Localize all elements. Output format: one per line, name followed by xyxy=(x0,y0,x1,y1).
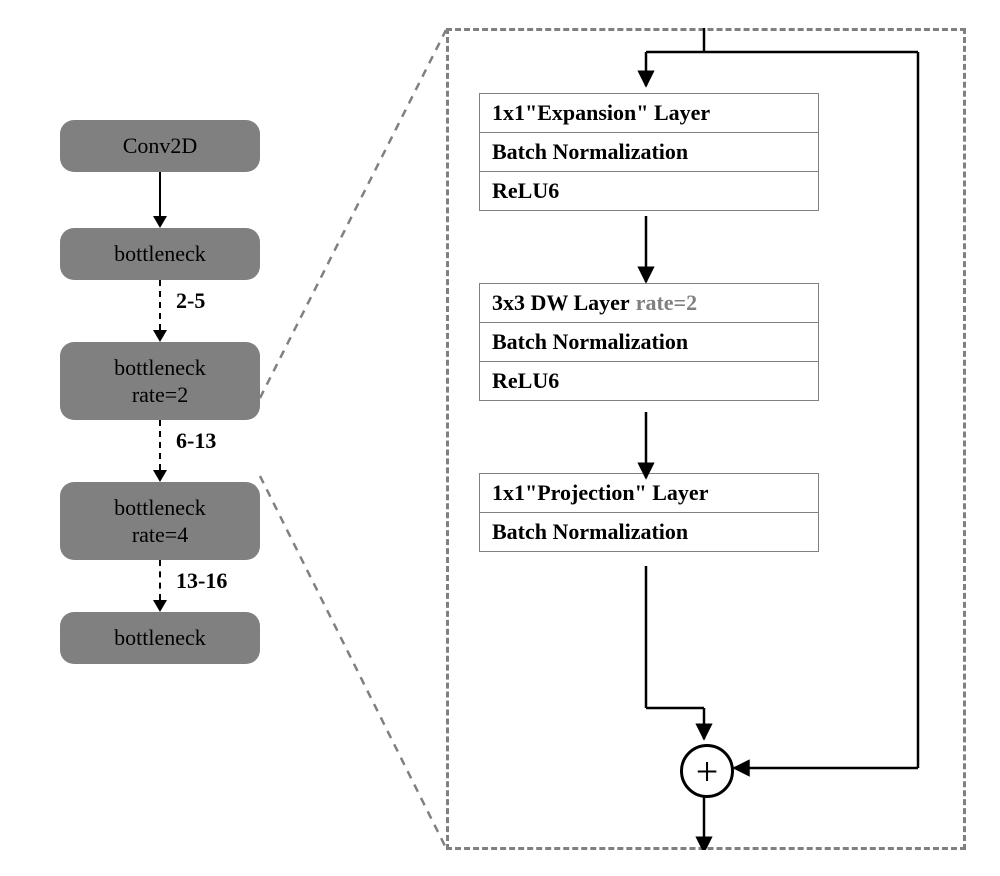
row-projection-text: 1x1"Projection" Layer xyxy=(492,480,708,506)
arrow-1-label: 2-5 xyxy=(176,288,205,314)
add-symbol: + xyxy=(696,748,719,795)
arrow-2-label: 6-13 xyxy=(176,428,216,454)
row-expansion-text: 1x1"Expansion" Layer xyxy=(492,100,710,126)
row-dw-rate: rate=2 xyxy=(636,290,697,316)
arrow-3: 13-16 xyxy=(60,560,260,612)
arrow-0 xyxy=(60,172,260,228)
block-conv2d: Conv2D xyxy=(60,120,260,172)
block-conv2d-label: Conv2D xyxy=(123,132,198,160)
block-bottleneck-4: bottleneck xyxy=(60,612,260,664)
arrow-2: 6-13 xyxy=(60,420,260,482)
row-relu-2: ReLU6 xyxy=(480,362,818,400)
block-bottleneck-2: bottleneck rate=2 xyxy=(60,342,260,420)
row-relu-1-text: ReLU6 xyxy=(492,178,559,204)
row-bn-2: Batch Normalization xyxy=(480,323,818,362)
arrow-1: 2-5 xyxy=(60,280,260,342)
block-bottleneck-4-label: bottleneck xyxy=(114,624,206,652)
row-dw: 3x3 DW Layer rate=2 xyxy=(480,284,818,323)
left-column: Conv2D bottleneck 2-5 bottleneck rate=2 … xyxy=(60,120,260,664)
row-relu-1: ReLU6 xyxy=(480,172,818,210)
block-bottleneck-1-label: bottleneck xyxy=(114,240,206,268)
row-bn-1-text: Batch Normalization xyxy=(492,139,688,165)
row-expansion: 1x1"Expansion" Layer xyxy=(480,94,818,133)
block-bottleneck-2-line1: bottleneck xyxy=(114,354,206,382)
row-dw-text: 3x3 DW Layer xyxy=(492,290,630,316)
detail-stack-3: 1x1"Projection" Layer Batch Normalizatio… xyxy=(479,473,819,552)
block-bottleneck-1: bottleneck xyxy=(60,228,260,280)
block-bottleneck-3-line2: rate=4 xyxy=(132,521,188,549)
row-bn-1: Batch Normalization xyxy=(480,133,818,172)
row-projection: 1x1"Projection" Layer xyxy=(480,474,818,513)
block-bottleneck-3: bottleneck rate=4 xyxy=(60,482,260,560)
block-bottleneck-3-line1: bottleneck xyxy=(114,494,206,522)
block-bottleneck-2-line2: rate=2 xyxy=(132,381,188,409)
row-bn-3-text: Batch Normalization xyxy=(492,519,688,545)
arrow-3-label: 13-16 xyxy=(176,568,227,594)
add-node: + xyxy=(680,744,734,798)
row-relu-2-text: ReLU6 xyxy=(492,368,559,394)
row-bn-2-text: Batch Normalization xyxy=(492,329,688,355)
detail-column: 1x1"Expansion" Layer Batch Normalization… xyxy=(479,93,819,552)
detail-stack-2: 3x3 DW Layer rate=2 Batch Normalization … xyxy=(479,283,819,401)
detail-stack-1: 1x1"Expansion" Layer Batch Normalization… xyxy=(479,93,819,211)
row-bn-3: Batch Normalization xyxy=(480,513,818,551)
detail-panel: 1x1"Expansion" Layer Batch Normalization… xyxy=(446,28,966,850)
